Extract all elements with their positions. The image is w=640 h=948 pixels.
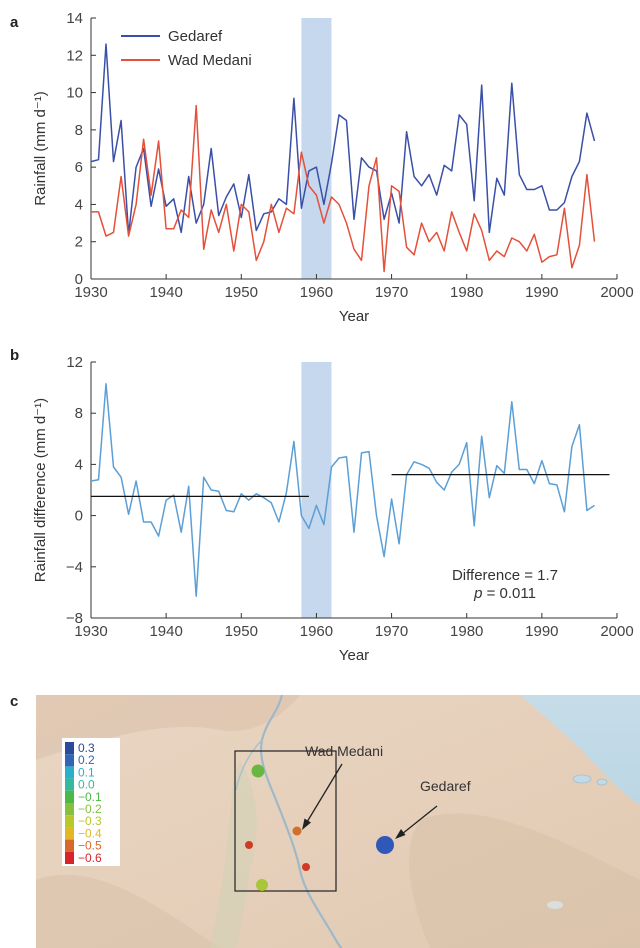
colorbar-swatch [65, 766, 74, 779]
lake-3 [547, 901, 563, 909]
panel-a-shaded-span [301, 18, 332, 279]
colorbar-swatch [65, 778, 74, 791]
terrain-north [36, 695, 300, 760]
panel-b-chart: −8 −4 0 4 8 12 1930 1940 1950 1960 1970 1980 1990 200… [32, 354, 634, 664]
colorbar-label: −0.5 [78, 839, 102, 853]
p-value-text: = 0.011 [482, 585, 536, 602]
panel-b-xtick-label: 1930 [74, 623, 107, 640]
panel-a-ytick-label: 10 [66, 85, 83, 102]
panel-a-series-line-0 [90, 43, 596, 236]
site-south-east [302, 863, 310, 871]
panel-a-ytick-label: 6 [75, 159, 83, 176]
red-sea [520, 695, 640, 805]
panel-a-xtick-label: 1950 [225, 284, 258, 301]
colorbar-label: −0.4 [78, 826, 102, 840]
colorbar-swatch [65, 839, 74, 852]
gedaref-arrow-line [401, 805, 438, 835]
difference-annotation: Difference = 1.7 [452, 567, 558, 584]
colorbar-swatch [65, 790, 74, 803]
legend-label-1: Wad Medani [168, 52, 252, 69]
colorbar-label: −0.6 [78, 851, 102, 865]
panel-a-xtick-label: 1990 [525, 284, 558, 301]
site-gedaref [376, 836, 394, 854]
panel-b-ytick-label: 8 [75, 405, 83, 422]
colorbar-label: −0.1 [78, 790, 102, 804]
panel-a-xtick-label: 2000 [600, 284, 633, 301]
panel-b-ytick-label: 4 [75, 456, 83, 473]
panel-a-xtick-label: 1930 [74, 284, 107, 301]
panel-a-x-axis-label: Year [339, 308, 369, 325]
site-south [256, 879, 268, 891]
panel-a-ytick-label: 4 [75, 196, 83, 213]
colorbar-label: 0.3 [78, 741, 95, 755]
terrain-south-east [409, 813, 640, 948]
river [260, 694, 343, 948]
colorbar-label: 0.2 [78, 753, 95, 767]
lake-2 [596, 778, 608, 786]
panel-b-xtick-label: 1980 [450, 623, 483, 640]
panel-label-a: a [10, 14, 19, 31]
panel-b-y-axis-label: Rainfall difference (mm d⁻¹) [32, 398, 49, 582]
colorbar-swatch [65, 851, 74, 864]
panel-b-ytick-label: 0 [75, 508, 83, 525]
colorbar-label: 0.1 [78, 765, 95, 779]
wad-medani-label: Wad Medani [305, 743, 383, 759]
panel-b-xtick-label: 1990 [525, 623, 558, 640]
panel-label-c: c [10, 693, 18, 710]
colorbar-label: −0.2 [78, 802, 102, 816]
colorbar-swatch [65, 815, 74, 828]
wad-medani-arrow-head [302, 818, 311, 830]
panel-a-ytick-label: 8 [75, 122, 83, 139]
panel-b-shaded-span [301, 362, 332, 618]
panel-b-xtick-label: 1940 [149, 623, 182, 640]
gedaref-label: Gedaref [420, 778, 471, 794]
panel-a-xtick-label: 1960 [300, 284, 333, 301]
panel-b-series-line-0 [90, 383, 595, 597]
panel-b-ytick-label: −4 [66, 559, 83, 576]
panel-a-y-axis-label: Rainfall (mm d⁻¹) [32, 91, 49, 206]
panel-a-xtick-label: 1980 [450, 284, 483, 301]
lake-1 [572, 774, 592, 784]
panel-a-xtick-label: 1970 [375, 284, 408, 301]
panel-b-x-axis-label: Year [339, 647, 369, 664]
wad-medani-arrow-line [306, 763, 343, 823]
legend-label-0: Gedaref [168, 28, 223, 45]
panel-b-xtick-label: 1970 [375, 623, 408, 640]
irrigated-area [210, 760, 257, 948]
site-west [245, 841, 253, 849]
panel-a-chart: 0 2 4 6 8 10 12 14 1930 1940 1950 1960 1970 1980 1990 2… [32, 10, 634, 325]
panel-a-ytick-label: 0 [75, 271, 83, 288]
colorbar-swatch [65, 827, 74, 840]
panel-b-ytick-label: −8 [66, 610, 83, 627]
panel-c-map: 0.30.20.10.0−0.1−0.2−0.3−0.4−0.5−0.6 Wad… [36, 694, 640, 948]
panel-a-xtick-label: 1940 [149, 284, 182, 301]
gedaref-arrow-head [395, 829, 406, 839]
colorbar-swatch [65, 754, 74, 767]
panel-b-xtick-label: 2000 [600, 623, 633, 640]
panel-b-xtick-label: 1960 [300, 623, 333, 640]
panel-a-ytick-label: 2 [75, 234, 83, 251]
panel-b-xtick-label: 1950 [225, 623, 258, 640]
colorbar-label: 0.0 [78, 778, 95, 792]
terrain-south-west [36, 874, 220, 948]
panel-a-ytick-label: 14 [66, 10, 83, 27]
river-branch [235, 739, 263, 791]
region-box [234, 750, 337, 892]
panel-b-ytick-label: 12 [66, 354, 83, 371]
panel-label-b: b [10, 347, 19, 364]
colorbar-label: −0.3 [78, 814, 102, 828]
panel-a-ytick-label: 12 [66, 47, 83, 64]
colorbar: 0.30.20.10.0−0.1−0.2−0.3−0.4−0.5−0.6 [62, 738, 120, 866]
colorbar-swatch [65, 742, 74, 755]
p-value-annotation: p = 0.011 [473, 585, 536, 602]
colorbar-swatch [65, 803, 74, 816]
site-north [251, 764, 265, 778]
site-wad-medani [292, 826, 302, 836]
p-symbol: p [473, 585, 482, 602]
panel-a-series-line-1 [91, 104, 596, 273]
